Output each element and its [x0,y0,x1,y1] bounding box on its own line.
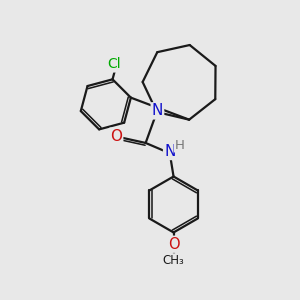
Text: N: N [164,144,176,159]
Text: H: H [175,139,185,152]
Text: Cl: Cl [107,57,121,71]
Text: O: O [168,237,179,252]
Text: CH₃: CH₃ [163,254,184,267]
Text: O: O [110,129,122,144]
Text: N: N [152,103,163,118]
